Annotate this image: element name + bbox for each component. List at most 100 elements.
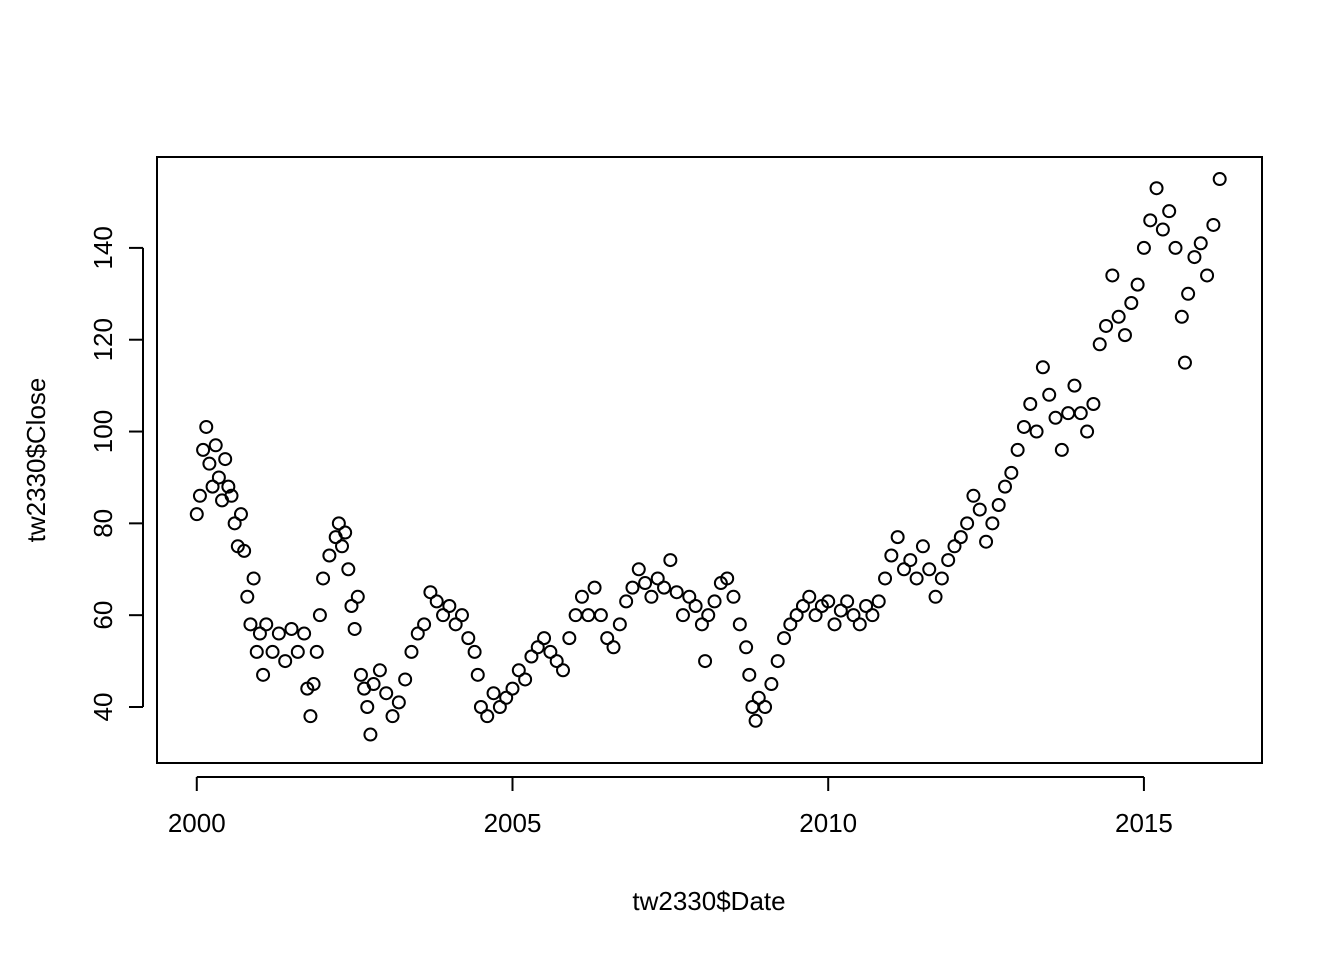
point	[928, 589, 943, 604]
x-tick-label: 2010	[799, 808, 857, 838]
point	[379, 686, 394, 701]
point	[650, 571, 665, 586]
point	[574, 589, 589, 604]
point	[625, 580, 640, 595]
point	[1193, 236, 1208, 251]
point	[600, 631, 615, 646]
y-tick-label: 120	[88, 318, 118, 361]
point	[960, 516, 975, 531]
y-tick-label: 40	[88, 693, 118, 722]
point	[909, 571, 924, 586]
point	[549, 654, 564, 669]
point	[587, 580, 602, 595]
point	[631, 562, 646, 577]
point	[985, 516, 1000, 531]
point	[1168, 240, 1183, 255]
point	[224, 488, 239, 503]
point	[1212, 172, 1227, 187]
point	[372, 663, 387, 678]
point	[1181, 286, 1196, 301]
point	[410, 626, 425, 641]
point	[821, 594, 836, 609]
point	[682, 589, 697, 604]
point	[347, 621, 362, 636]
point	[1010, 442, 1025, 457]
point	[1149, 181, 1164, 196]
point	[473, 699, 488, 714]
point	[770, 654, 785, 669]
x-tick-label: 2000	[168, 808, 226, 838]
point	[312, 608, 327, 623]
point	[1054, 442, 1069, 457]
point	[852, 617, 867, 632]
point	[1124, 295, 1139, 310]
point	[840, 594, 855, 609]
point	[663, 553, 678, 568]
point	[467, 644, 482, 659]
point	[896, 562, 911, 577]
point	[1080, 424, 1095, 439]
point	[385, 709, 400, 724]
point	[486, 686, 501, 701]
point	[846, 608, 861, 623]
point	[871, 594, 886, 609]
point	[915, 539, 930, 554]
point	[612, 617, 627, 632]
point	[530, 640, 545, 655]
point	[1136, 240, 1151, 255]
point	[1117, 328, 1132, 343]
point	[758, 699, 773, 714]
point	[246, 571, 261, 586]
point	[499, 690, 514, 705]
point	[1200, 268, 1215, 283]
point	[205, 479, 220, 494]
point	[720, 571, 735, 586]
point	[751, 690, 766, 705]
point	[284, 621, 299, 636]
point	[979, 534, 994, 549]
point	[524, 649, 539, 664]
point	[688, 598, 703, 613]
point	[1073, 406, 1088, 421]
point	[243, 617, 258, 632]
point	[739, 640, 754, 655]
point	[966, 488, 981, 503]
point	[211, 470, 226, 485]
point	[271, 626, 286, 641]
y-tick-label: 140	[88, 226, 118, 269]
point	[619, 594, 634, 609]
point	[454, 608, 469, 623]
x-tick-label: 2015	[1115, 808, 1173, 838]
point	[237, 543, 252, 558]
point	[331, 516, 346, 531]
y-tick-label: 100	[88, 410, 118, 453]
x-tick-label: 2005	[484, 808, 542, 838]
point	[189, 507, 204, 522]
point	[196, 442, 211, 457]
point	[833, 603, 848, 618]
point	[353, 667, 368, 682]
point	[360, 699, 375, 714]
point	[675, 608, 690, 623]
point	[537, 631, 552, 646]
plot-box	[156, 156, 1263, 764]
point	[233, 507, 248, 522]
point	[259, 617, 274, 632]
point	[1042, 387, 1057, 402]
point	[1187, 250, 1202, 265]
point	[593, 608, 608, 623]
point	[1143, 213, 1158, 228]
point	[1067, 378, 1082, 393]
point	[827, 617, 842, 632]
point	[865, 608, 880, 623]
point	[972, 502, 987, 517]
point	[732, 617, 747, 632]
point	[252, 626, 267, 641]
y-tick-label: 80	[88, 509, 118, 538]
point	[398, 672, 413, 687]
point	[1177, 355, 1192, 370]
x-axis-label: tw2330$Date	[632, 886, 785, 916]
point	[783, 617, 798, 632]
point	[240, 589, 255, 604]
point	[256, 667, 271, 682]
